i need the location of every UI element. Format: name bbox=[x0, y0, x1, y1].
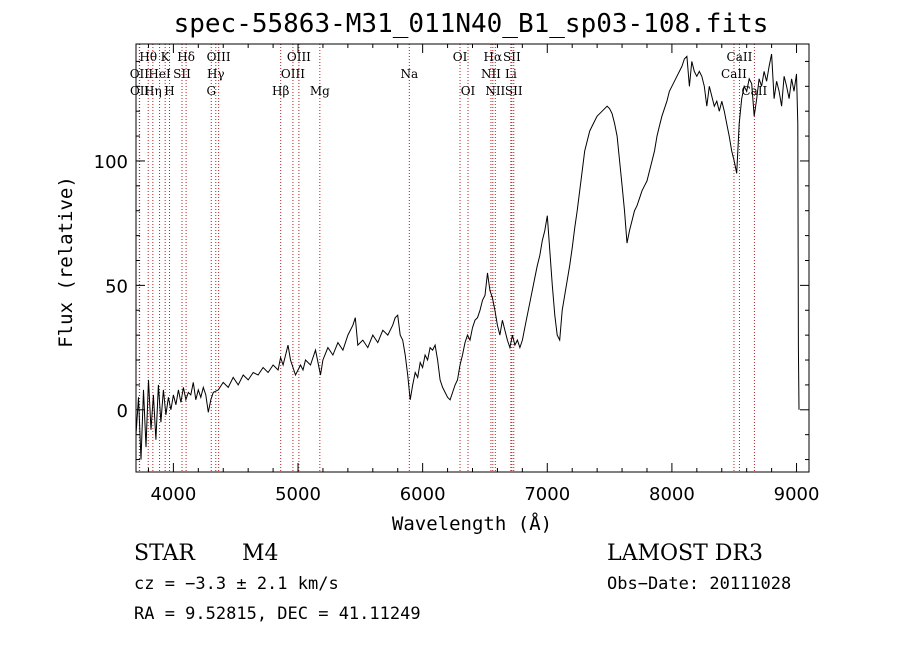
line-label-22: SII bbox=[503, 50, 521, 64]
line-label-3: Hη bbox=[144, 84, 162, 98]
line-label-10: Hγ bbox=[207, 67, 225, 81]
flux-series-line bbox=[135, 53, 800, 460]
x-tick-label-3: 7000 bbox=[524, 484, 570, 505]
line-label-12: Hβ bbox=[272, 84, 289, 98]
x-tick-label-2: 6000 bbox=[400, 484, 446, 505]
line-label-4: HeI bbox=[148, 67, 171, 81]
line-label-6: H bbox=[164, 84, 174, 98]
object-subclass: M4 bbox=[242, 541, 279, 566]
x-tick-label-5: 9000 bbox=[774, 484, 820, 505]
line-label-17: OI bbox=[453, 50, 468, 64]
x-tick-label-4: 8000 bbox=[649, 484, 695, 505]
redshift-text: cz = −3.3 ± 2.1 km/s bbox=[134, 574, 339, 594]
line-label-2: OII bbox=[130, 84, 150, 98]
chart-title: spec-55863-M31_011N40_B1_sp03-108.fits bbox=[174, 9, 769, 39]
line-label-14: OIII bbox=[287, 50, 311, 64]
line-label-5: K bbox=[161, 50, 171, 64]
line-label-9: OIII bbox=[207, 50, 231, 64]
line-label-13: OIII bbox=[281, 67, 305, 81]
y-axis-label: Flux (relative) bbox=[55, 176, 77, 348]
line-label-24: SII bbox=[505, 84, 523, 98]
line-label-19: Hα bbox=[484, 50, 503, 64]
axis-ticks: 4000 5000 6000 7000 8000 9000 0 50 100 bbox=[94, 44, 820, 505]
x-axis-label: Wavelength (Å) bbox=[392, 512, 552, 535]
object-class: STAR bbox=[134, 541, 196, 566]
y-tick-label-0: 0 bbox=[117, 401, 128, 422]
obs-date: Obs−Date: 20111028 bbox=[607, 574, 791, 594]
y-tick-label-1: 50 bbox=[105, 276, 128, 297]
line-label-21: NII bbox=[485, 84, 505, 98]
line-label-7: SII bbox=[173, 67, 191, 81]
line-label-8: Hδ bbox=[177, 50, 195, 64]
x-tick-label-0: 4000 bbox=[150, 484, 196, 505]
line-label-27: CaII bbox=[741, 84, 767, 98]
x-tick-label-1: 5000 bbox=[275, 484, 321, 505]
plot-frame bbox=[135, 43, 810, 473]
line-label-16: Na bbox=[400, 67, 418, 81]
y-tick-label-2: 100 bbox=[94, 152, 128, 173]
line-label-23: Li bbox=[505, 67, 517, 81]
line-label-0: Hθ bbox=[139, 50, 157, 64]
line-label-18: OI bbox=[461, 84, 476, 98]
line-label-20: NII bbox=[481, 67, 501, 81]
line-label-25: CaII bbox=[727, 50, 753, 64]
line-label-26: CaII bbox=[721, 67, 747, 81]
line-label-11: G bbox=[206, 84, 216, 98]
line-label-15: Mg bbox=[310, 84, 330, 98]
coordinates: RA = 9.52815, DEC = 41.11249 bbox=[134, 604, 421, 624]
survey-name: LAMOST DR3 bbox=[607, 541, 763, 566]
